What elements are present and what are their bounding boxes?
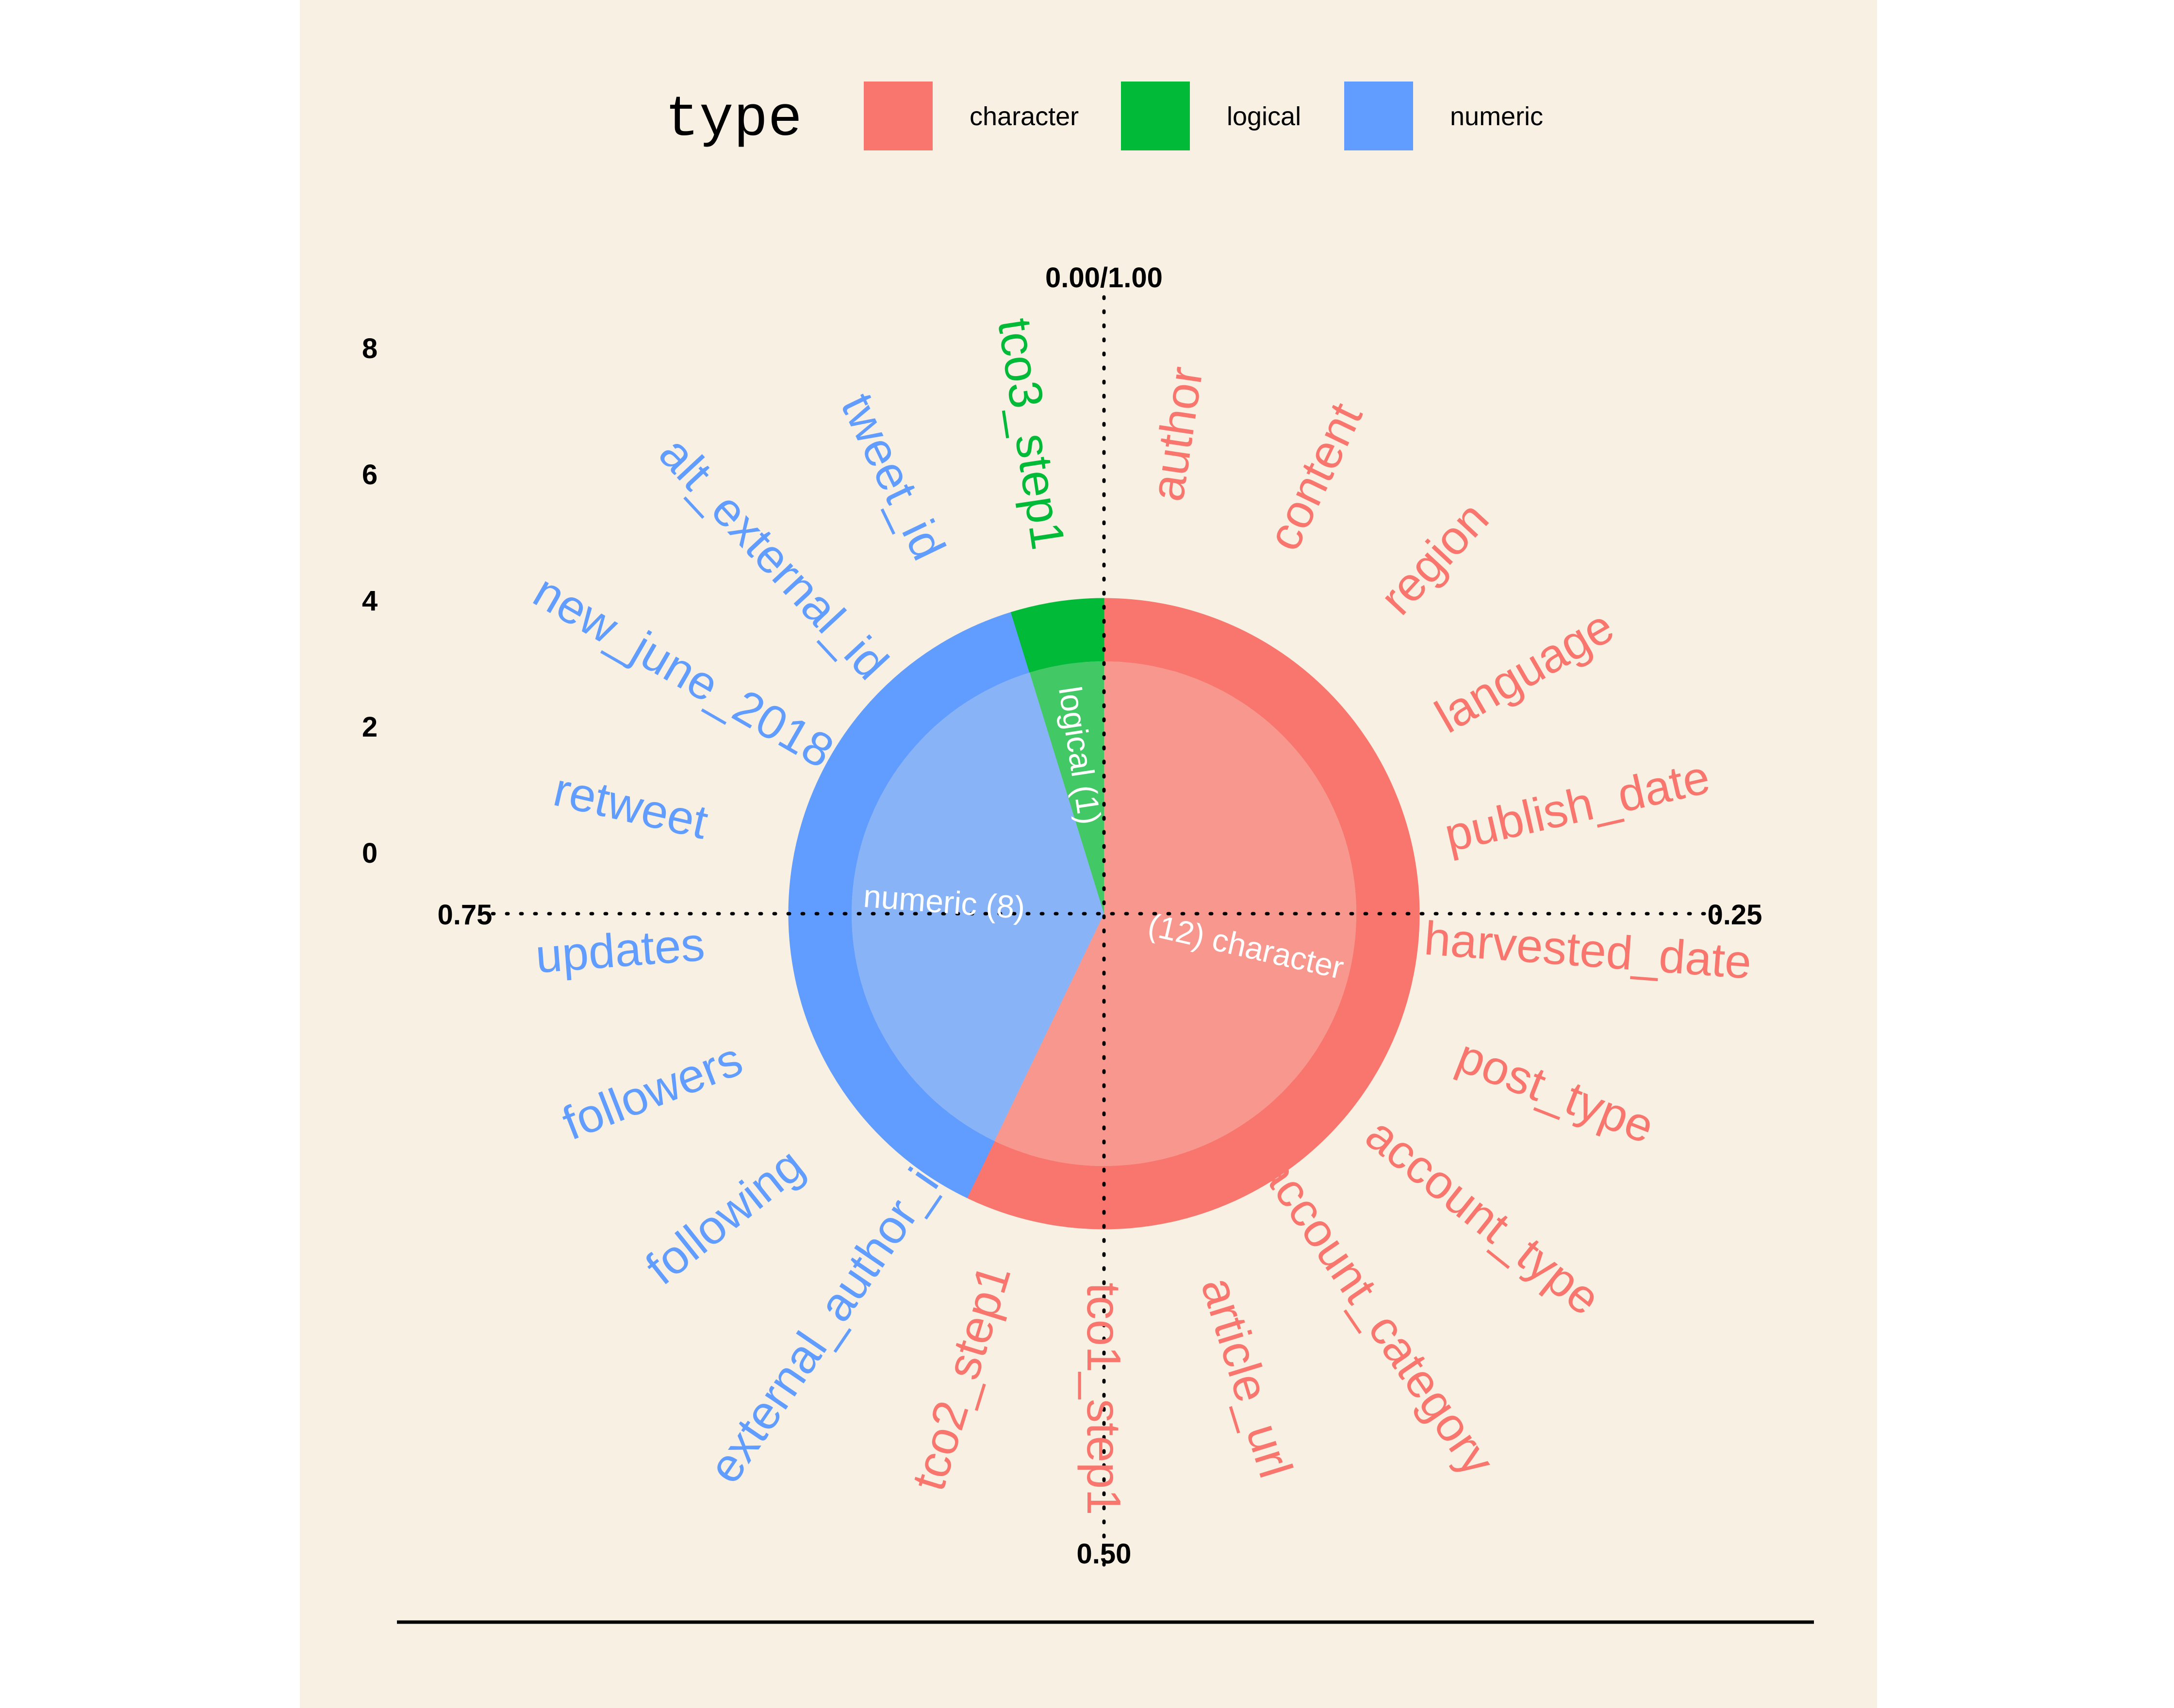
- variable-label-content: content: [1257, 394, 1373, 558]
- angle-tick-label: 0.75: [438, 899, 493, 931]
- pie-slice-fill-numeric: [852, 673, 1104, 1141]
- axis-lines: [491, 295, 1722, 1569]
- radial-tick-label: 2: [362, 711, 378, 743]
- variable-label-tweet_id: tweet_id: [831, 385, 955, 568]
- radial-tick-label: 4: [362, 585, 378, 617]
- variable-label-tco3_step1: tco3_step1: [988, 315, 1075, 553]
- variable-label-publish_date: publish_date: [1440, 750, 1714, 862]
- legend-swatch-logical: [1121, 82, 1190, 150]
- variable-label-tco2_step1: tco2_step1: [901, 1258, 1021, 1496]
- legend: type character logical numeric: [665, 82, 1543, 152]
- variable-label-author: author: [1140, 363, 1213, 505]
- variable-label-tco1_step1: tco1_step1: [1077, 1282, 1131, 1515]
- variable-label-language: language: [1426, 599, 1622, 743]
- angle-tick-label: 0.50: [1077, 1538, 1132, 1570]
- angle-tick-label: 0.00/1.00: [1045, 262, 1163, 294]
- radial-tick-label: 0: [362, 838, 378, 869]
- legend-label-logical: logical: [1227, 102, 1301, 131]
- pie-slice-fill-character: [994, 661, 1356, 1166]
- radial-tick-label: 6: [362, 459, 378, 491]
- variable-label-region: region: [1369, 492, 1499, 625]
- angle-ticks: 0.00/1.00 0.25 0.50 0.75: [438, 262, 1762, 1570]
- legend-swatch-character: [864, 82, 933, 150]
- variable-label-updates: updates: [534, 917, 707, 983]
- variable-label-article_url: article_url: [1191, 1271, 1303, 1483]
- variable-label-post_type: post_type: [1450, 1029, 1662, 1154]
- legend-label-numeric: numeric: [1450, 102, 1543, 131]
- ring-segment-harvested_date: [1350, 889, 1420, 985]
- radial-ticks: 0 2 4 6 8: [362, 333, 378, 869]
- variable-label-following: following: [636, 1138, 814, 1295]
- legend-title: type: [665, 88, 802, 152]
- legend-label-character: character: [970, 102, 1079, 131]
- ring-segment-updates: [788, 889, 858, 985]
- variable-label-harvested_date: harvested_date: [1422, 911, 1753, 989]
- outer-ring: [788, 598, 1420, 1230]
- variable-label-followers: followers: [555, 1032, 749, 1150]
- variable-label-retweet: retweet: [549, 762, 713, 849]
- angle-tick-label: 0.25: [1708, 899, 1762, 931]
- legend-swatch-numeric: [1344, 82, 1413, 150]
- radial-tick-label: 8: [362, 333, 378, 364]
- inner-pie: [852, 661, 1356, 1166]
- pie-slice-fill-logical: [1029, 661, 1104, 914]
